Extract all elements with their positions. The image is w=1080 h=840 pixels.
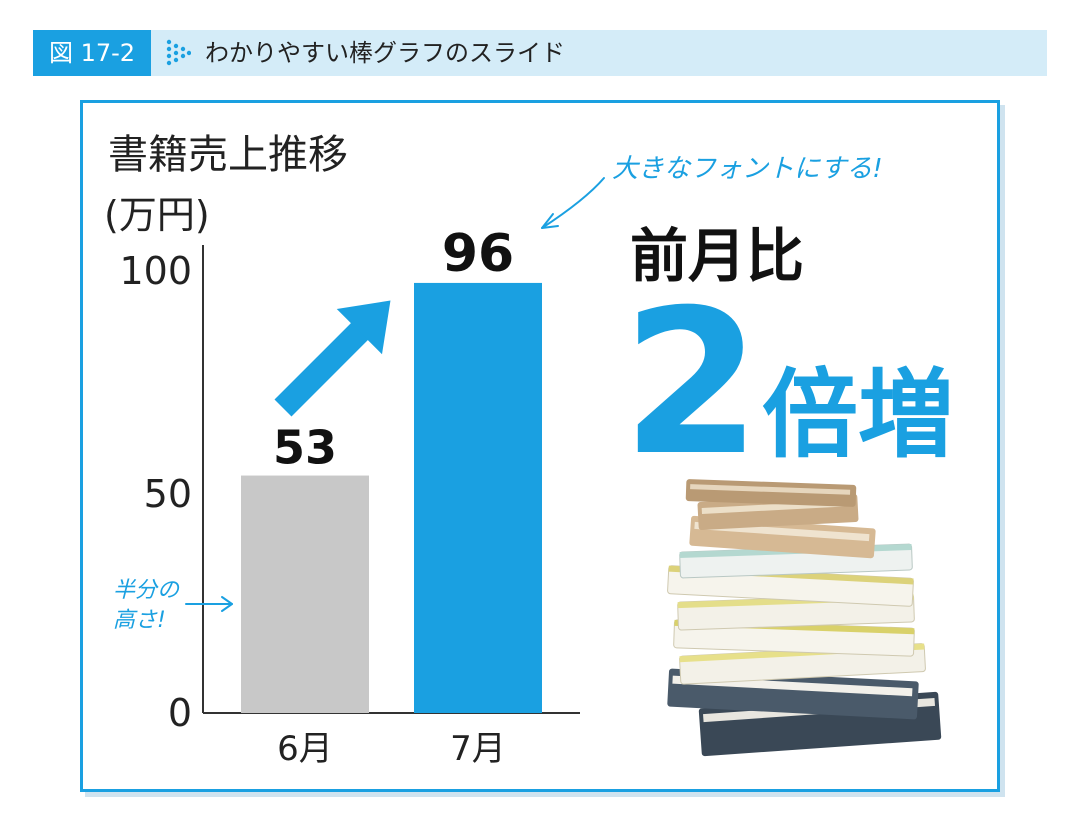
x-tick-label: 7月 [450, 729, 506, 769]
bar-june [241, 475, 369, 713]
chart-title: 書籍売上推移 [108, 132, 348, 178]
y-axis-label: (万円) [104, 193, 210, 237]
bar-july [414, 282, 542, 713]
y-tick-label: 100 [119, 249, 192, 293]
dotted-arrow-icon [166, 39, 191, 66]
figure-label: 図 17-2 [33, 30, 151, 76]
multiplier-number: 2 [622, 267, 761, 500]
figure-title: わかりやすい棒グラフのスライド [205, 39, 565, 67]
bar-value-label: 96 [442, 224, 514, 284]
y-tick-label: 0 [168, 691, 192, 735]
annotation-arrow-icon [185, 596, 233, 612]
bar-value-label: 53 [273, 421, 337, 475]
half-note-line2: 高さ! [113, 608, 166, 633]
book-stack-illustration [667, 479, 942, 757]
y-tick-label: 50 [144, 472, 192, 516]
font-note: 大きなフォントにする! [612, 154, 883, 184]
annotation-arrow-icon [541, 177, 605, 229]
comparison-label: 前月比 [630, 222, 804, 290]
x-tick-label: 6月 [277, 729, 333, 769]
multiplier-suffix: 倍増 [762, 359, 954, 471]
growth-arrow-icon [274, 300, 391, 417]
half-note-line1: 半分の [113, 578, 181, 603]
header-bar [33, 30, 1047, 76]
